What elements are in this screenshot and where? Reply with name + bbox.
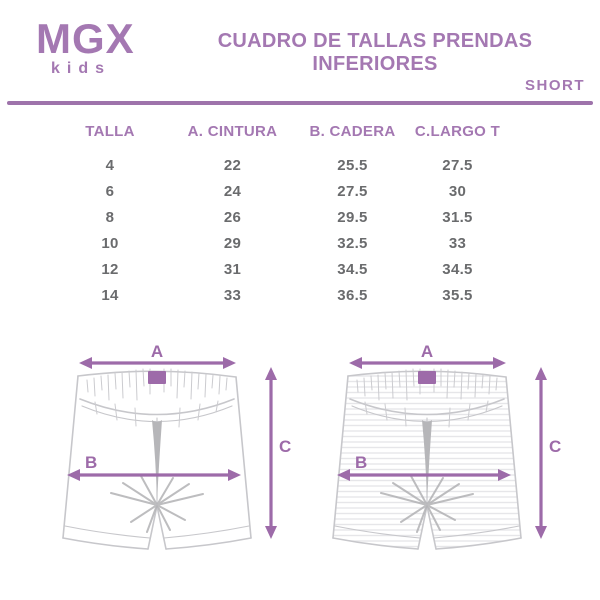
table-cell: 29.5 xyxy=(337,209,368,226)
table-cell: 30 xyxy=(448,183,467,200)
measure-label-c: C xyxy=(279,437,292,456)
table-cell: 4 xyxy=(105,157,115,174)
table-cell: 6 xyxy=(105,183,115,200)
brand-logo-subtext: kids xyxy=(51,60,112,77)
table-row: 14 33 36.5 35.5 xyxy=(55,283,510,309)
table-cell: 27.5 xyxy=(337,183,368,200)
table-cell: 34.5 xyxy=(442,261,473,278)
table-header-row: TALLA A. CINTURA B. CADERA C.LARGO T xyxy=(55,121,510,143)
table-cell: 26 xyxy=(223,209,242,226)
brand-logo: MGX kids xyxy=(36,18,135,77)
size-table: TALLA A. CINTURA B. CADERA C.LARGO T 4 22 25.… xyxy=(55,121,510,309)
column-header: C.LARGO T xyxy=(414,123,501,140)
table-cell: 22 xyxy=(223,157,242,174)
header-divider xyxy=(7,101,593,105)
measure-label-a: A xyxy=(420,342,434,361)
table-cell: 24 xyxy=(223,183,242,200)
table-body: 4 22 25.5 27.5 6 24 27.5 30 8 26 29.5 31.5 10 29 32.5 3… xyxy=(55,153,510,309)
table-cell: 14 xyxy=(101,287,119,304)
table-cell: 12 xyxy=(101,261,119,278)
table-cell: 27.5 xyxy=(442,157,473,174)
table-cell: 29 xyxy=(223,235,242,252)
product-type-label: SHORT xyxy=(525,77,585,94)
brand-logo-text: MGX xyxy=(36,15,135,62)
table-row: 8 26 29.5 31.5 xyxy=(55,205,510,231)
shorts-sketch-striped-icon xyxy=(332,355,549,550)
table-cell: 8 xyxy=(105,209,115,226)
measure-label-b: B xyxy=(355,453,368,472)
shorts-diagram-plain: A B C xyxy=(55,342,292,592)
column-header: B. CADERA xyxy=(309,123,396,140)
page-title: CUADRO DE TALLAS PRENDAS INFERIORES xyxy=(217,30,533,75)
table-cell: 35.5 xyxy=(442,287,473,304)
column-header: A. CINTURA xyxy=(187,123,278,140)
table-cell: 31.5 xyxy=(442,209,473,226)
table-cell: 33 xyxy=(448,235,467,252)
shorts-diagram-striped: A B C xyxy=(325,342,562,592)
column-header: TALLA xyxy=(85,123,135,140)
measure-label-a: A xyxy=(150,342,164,361)
table-cell: 25.5 xyxy=(337,157,368,174)
table-cell: 32.5 xyxy=(337,235,368,252)
measure-label-b: B xyxy=(85,453,98,472)
table-row: 4 22 25.5 27.5 xyxy=(55,153,510,179)
table-row: 10 29 32.5 33 xyxy=(55,231,510,257)
measure-label-c: C xyxy=(549,437,562,456)
table-cell: 10 xyxy=(101,235,119,252)
table-cell: 34.5 xyxy=(337,261,368,278)
table-cell: 31 xyxy=(223,261,242,278)
table-cell: 36.5 xyxy=(337,287,368,304)
table-row: 6 24 27.5 30 xyxy=(55,179,510,205)
table-cell: 33 xyxy=(223,287,242,304)
table-row: 12 31 34.5 34.5 xyxy=(55,257,510,283)
